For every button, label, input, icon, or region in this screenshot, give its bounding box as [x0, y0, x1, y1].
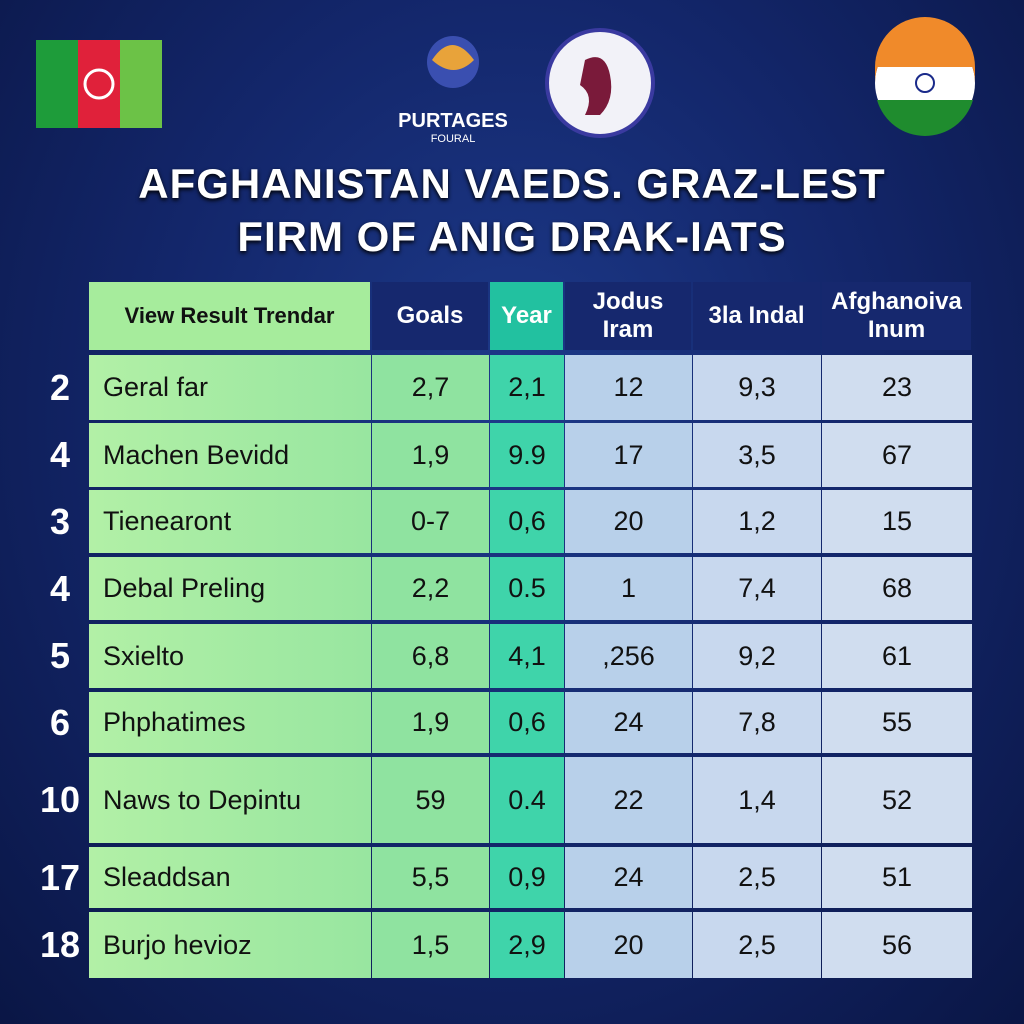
table-cell: 1,9 [372, 692, 489, 753]
table-cell: 1,4 [693, 757, 821, 843]
flag-stripe [120, 40, 162, 128]
table-cell: Naws to Depintu [89, 757, 371, 843]
table-cell: 55 [822, 692, 972, 753]
column-header: View Result Trendar [89, 282, 370, 350]
table-cell: 0,6 [490, 692, 564, 753]
rank: 5 [49, 635, 71, 676]
flag-stripe [36, 40, 78, 128]
rank: 17 [39, 856, 81, 898]
india-chakra [915, 73, 935, 93]
column-header: Jodus Iram [565, 282, 691, 350]
table-cell: 22 [565, 757, 692, 843]
table-cell: 7,8 [693, 692, 821, 753]
column-header: Year [490, 282, 563, 350]
table-cell: 12 [565, 355, 692, 420]
table-cell: 24 [565, 692, 692, 753]
table-cell: 20 [565, 912, 692, 978]
table-cell: 2,5 [693, 912, 821, 978]
logo-swoosh [432, 45, 474, 70]
column-header: Afghanoiva Inum [822, 282, 971, 350]
table-cell: 1,2 [693, 490, 821, 553]
table-cell: 9,2 [693, 624, 821, 688]
rank: 10 [39, 779, 81, 820]
table-cell: 68 [822, 557, 972, 620]
title: AFGHANISTAN VAEDS. GRAZ-LEST [138, 160, 886, 207]
table-cell: Debal Preling [89, 557, 371, 620]
table-cell: 0-7 [372, 490, 489, 553]
table-cell: 17 [565, 423, 692, 487]
table-cell: 59 [372, 757, 489, 843]
table-cell: 7,4 [693, 557, 821, 620]
table-cell: 5,5 [372, 847, 489, 908]
table-cell: 0.4 [490, 757, 564, 843]
india-flag-top [875, 17, 975, 67]
table-cell: 67 [822, 423, 972, 487]
table-cell: 9,3 [693, 355, 821, 420]
logo-text: PURTAGES [398, 110, 508, 132]
table-cell: 0.5 [490, 557, 564, 620]
india-flag-bottom [877, 100, 973, 136]
table-cell: 0,6 [490, 490, 564, 553]
rank: 2 [49, 366, 71, 408]
table-cell: 2,9 [490, 912, 564, 978]
title: FIRM OF ANIG DRAK-IATS [237, 213, 787, 260]
table-cell: 3,5 [693, 423, 821, 487]
table-cell: 6,8 [372, 624, 489, 688]
rank: 4 [49, 567, 71, 609]
table-cell: Sleaddsan [89, 847, 371, 908]
table-cell: 2,7 [372, 355, 489, 420]
table-cell: 15 [822, 490, 972, 553]
table-cell: ,256 [565, 624, 692, 688]
table-cell: 61 [822, 624, 972, 688]
flag-emblem [83, 68, 115, 100]
table-cell: 4,1 [490, 624, 564, 688]
table-cell: 1,9 [372, 423, 489, 487]
rank: 6 [49, 701, 71, 743]
table-cell: Phphatimes [89, 692, 371, 753]
badge-bird [580, 57, 612, 115]
table-cell: 56 [822, 912, 972, 978]
logo-subtext: FOURAL [431, 133, 476, 145]
logos: PURTAGES FOURAL [36, 17, 975, 145]
table-cell: Geral far [89, 355, 371, 420]
rank: 18 [39, 924, 81, 965]
table-cell: 1 [565, 557, 692, 620]
table-cell: 23 [822, 355, 972, 420]
table-cell: 9.9 [490, 423, 564, 487]
table-cell: 0,9 [490, 847, 564, 908]
table-cell: Burjo hevioz [89, 912, 371, 978]
rank: 3 [49, 500, 71, 542]
table-cell: Tienearont [89, 490, 371, 553]
table-cell: 2,1 [490, 355, 564, 420]
column-header: Goals [372, 282, 488, 350]
table-cell: 1,5 [372, 912, 489, 978]
table-cell: 24 [565, 847, 692, 908]
column-header: 3la Indal [693, 282, 820, 350]
table-cell: 2,5 [693, 847, 821, 908]
table-cell: 52 [822, 757, 972, 843]
table-cell: 20 [565, 490, 692, 553]
table-cell: Sxielto [89, 624, 371, 688]
table-cell: Machen Bevidd [89, 423, 371, 487]
table-cell: 2,2 [372, 557, 489, 620]
rank: 4 [49, 434, 71, 475]
table-cell: 51 [822, 847, 972, 908]
